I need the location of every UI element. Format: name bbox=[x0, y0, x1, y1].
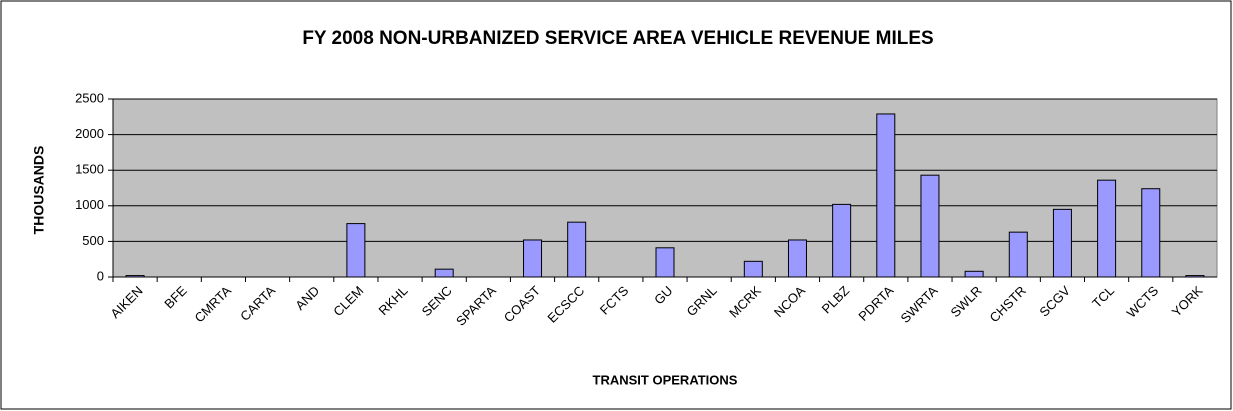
bar bbox=[832, 203, 852, 278]
x-axis-title: TRANSIT OPERATIONS bbox=[593, 372, 738, 387]
bar bbox=[920, 174, 940, 278]
y-tick-label: 500 bbox=[82, 233, 104, 248]
bar bbox=[787, 239, 807, 278]
bar bbox=[1008, 231, 1028, 278]
bar bbox=[1052, 208, 1072, 278]
bar bbox=[1185, 275, 1205, 278]
bar bbox=[523, 239, 543, 278]
bar bbox=[1097, 179, 1117, 278]
y-tick-label: 2000 bbox=[75, 126, 104, 141]
bar bbox=[876, 113, 896, 278]
bar bbox=[964, 270, 984, 278]
y-tick-label: 1000 bbox=[75, 197, 104, 212]
bar bbox=[346, 223, 366, 278]
y-tick-label: 0 bbox=[97, 268, 104, 283]
y-tick-label: 2500 bbox=[75, 90, 104, 105]
y-axis-title: THOUSANDS bbox=[31, 146, 47, 235]
bar bbox=[1141, 188, 1161, 278]
y-tick-label: 1500 bbox=[75, 162, 104, 177]
bar bbox=[743, 260, 763, 278]
bar bbox=[567, 221, 587, 278]
bar bbox=[434, 268, 454, 278]
bar bbox=[125, 275, 145, 278]
chart-title: FY 2008 NON-URBANIZED SERVICE AREA VEHIC… bbox=[302, 28, 933, 49]
bar bbox=[655, 247, 675, 278]
